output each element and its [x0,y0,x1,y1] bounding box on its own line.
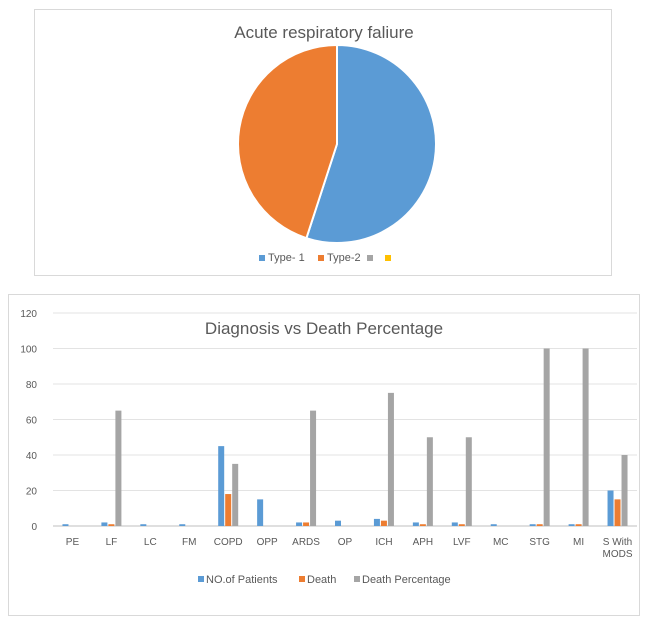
bar-chart: Diagnosis vs Death Percentage 0 20 40 60 80 1… [20,309,637,586]
bar-1-7 [296,522,303,526]
bar-chart-panel: Diagnosis vs Death Percentage 0 20 40 60 80 1… [8,294,640,616]
bar-3-5 [232,463,239,526]
x-tick-label-8: OP [338,537,353,548]
bar-legend-label-2: Death [307,574,336,586]
y-tick-label-20: 20 [26,487,38,498]
bar-3-10 [426,437,433,526]
bar-3-9 [387,392,394,526]
bar-3-13 [543,348,550,526]
bar-legend-label-1: NO.of Patients [206,574,278,586]
bar-legend-swatch-2 [299,576,305,582]
bar-chart-title: Diagnosis vs Death Percentage [205,319,443,338]
pie-chart-panel: Acute respiratory faliure Type- 1 Type-2 [34,9,612,276]
bar-1-8 [335,520,341,526]
bar-1-3 [140,524,147,526]
pie-chart: Acute respiratory faliure Type- 1 Type-2 [234,23,437,264]
y-tick-label-80: 80 [26,380,38,391]
bar-1-12 [490,524,497,526]
bar-3-7 [310,410,317,526]
pie-legend-swatch-4 [385,255,391,261]
x-tick-label-4: FM [182,537,196,548]
bar-3-14 [582,348,589,526]
bar-2-13 [536,524,543,526]
bar-legend-swatch-3 [354,576,360,582]
bar-3-15 [621,455,628,526]
bar-2-9 [380,520,387,526]
y-tick-label-0: 0 [31,522,37,533]
bar-1-6 [257,499,264,526]
y-tick-label-100: 100 [20,345,37,356]
x-tick-label-14: MI [573,537,584,548]
bar-1-14 [568,524,575,526]
x-tick-label-11: LVF [453,537,471,548]
bar-2-2 [108,524,115,526]
bar-legend-swatch-1 [198,576,204,582]
bar-1-1 [62,524,69,526]
x-tick-label-10: APH [413,537,434,548]
x-tick-label-9: ICH [375,537,392,548]
bar-1-2 [101,522,108,526]
bar-1-4 [179,524,186,526]
bar-2-11 [458,524,465,526]
bar-1-15 [607,490,614,526]
x-tick-label-15-line-2: MODS [603,549,633,560]
bar-3-11 [465,437,472,526]
pie-legend-swatch-1 [259,255,265,261]
bar-1-5 [218,446,225,526]
x-tick-label-1: PE [66,537,80,548]
bar-2-5 [225,494,232,526]
bar-1-9 [373,518,380,526]
x-tick-label-13: STG [529,537,550,548]
pie-legend-swatch-3 [367,255,373,261]
x-tick-label-15-line-1: S With [603,537,632,548]
bar-2-15 [614,499,621,526]
x-tick-label-12: MC [493,537,509,548]
x-tick-label-6: OPP [257,537,278,548]
bar-2-7 [303,522,310,526]
x-tick-label-3: LC [144,537,157,548]
pie-legend-label-2: Type-2 [327,252,361,264]
pie-chart-title: Acute respiratory faliure [234,23,414,42]
bar-2-14 [575,524,582,526]
x-tick-label-2: LF [106,537,118,548]
x-tick-label-5: COPD [214,537,243,548]
bar-1-10 [412,522,419,526]
bar-3-2 [115,410,122,526]
x-tick-label-7: ARDS [292,537,320,548]
bar-1-13 [529,524,536,526]
pie-legend-swatch-2 [318,255,324,261]
bar-2-10 [419,524,426,526]
pie-legend-label-1: Type- 1 [268,252,305,264]
bar-legend-label-3: Death Percentage [362,574,451,586]
pie-slice-2 [237,43,338,240]
y-tick-label-60: 60 [26,416,38,427]
y-tick-label-40: 40 [26,451,38,462]
bar-1-11 [451,522,458,526]
pie-slice-1 [305,43,437,244]
y-tick-label-120: 120 [20,309,37,320]
